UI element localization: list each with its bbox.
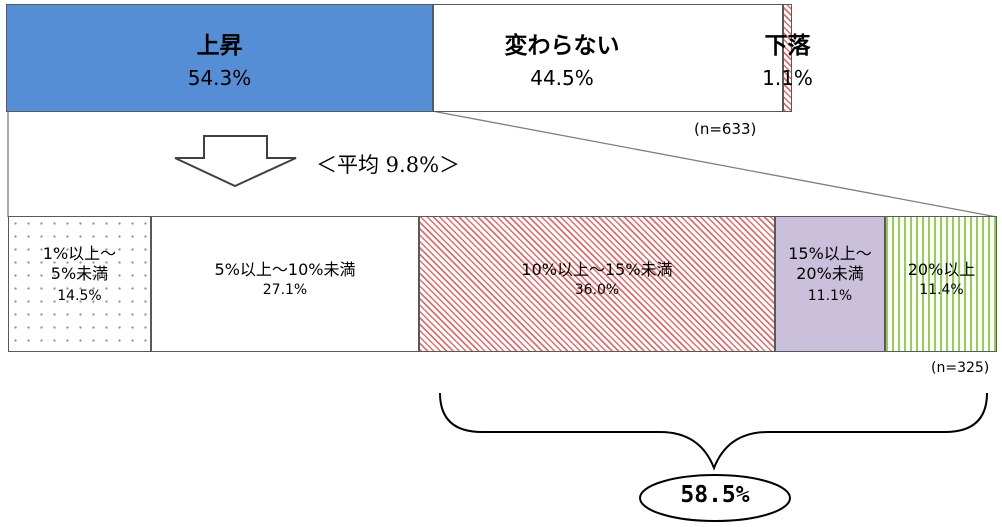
connector-right bbox=[431, 110, 998, 218]
top-chart-segment bbox=[6, 4, 433, 112]
bottom-chart-category-label: 5%以上～10%未満 bbox=[214, 260, 356, 279]
bottom-chart-segment bbox=[885, 216, 997, 352]
top-chart-category-label: 上昇 bbox=[196, 33, 243, 59]
top-chart-category-label: 下落 bbox=[764, 33, 811, 59]
bottom-chart-category-label: 20%以上 bbox=[907, 260, 976, 279]
bottom-chart-value-label: 27.1% bbox=[262, 282, 308, 298]
bottom-chart-value-label: 14.5% bbox=[57, 288, 102, 304]
top-chart-n: (n=633) bbox=[694, 120, 757, 138]
top-chart-segment bbox=[783, 4, 792, 112]
bottom-chart-n: (n=325) bbox=[931, 360, 990, 376]
down-arrow-icon bbox=[174, 135, 297, 188]
bottom-chart-segment bbox=[775, 216, 885, 352]
average-label: ＜平均 9.8%＞ bbox=[316, 153, 461, 177]
top-chart-category-label: 変わらない bbox=[504, 33, 620, 59]
top-chart-value-label: 54.3% bbox=[187, 66, 252, 90]
bottom-chart-segment bbox=[8, 216, 151, 352]
bottom-chart-segment bbox=[419, 216, 775, 352]
bottom-chart-category-label: 15%以上～ 20%未満 bbox=[788, 244, 872, 283]
top-chart-value-label: 1.1% bbox=[762, 66, 813, 90]
top-chart-segment bbox=[433, 4, 783, 112]
bottom-chart-category-label: 1%以上～ 5%未満 bbox=[42, 244, 117, 283]
bottom-chart-category-label: 10%以上～15%未満 bbox=[521, 260, 673, 279]
bottom-chart-value-label: 36.0% bbox=[574, 282, 620, 298]
bottom-chart-segment bbox=[151, 216, 419, 352]
top-chart: 上昇 54.3% 変わらない 44.5% 下落 1.1% bbox=[6, 4, 813, 112]
total-ellipse bbox=[639, 474, 791, 522]
bottom-chart: 1%以上～ 5%未満 14.5% 5%以上～10%未満 27.1% 10%以上～15%未満… bbox=[8, 216, 997, 352]
top-chart-value-label: 44.5% bbox=[530, 66, 594, 90]
bottom-chart-value-label: 11.4% bbox=[919, 282, 964, 298]
bracket-total-label: 58.5% bbox=[680, 482, 750, 508]
bottom-chart-value-label: 11.1% bbox=[807, 288, 853, 304]
